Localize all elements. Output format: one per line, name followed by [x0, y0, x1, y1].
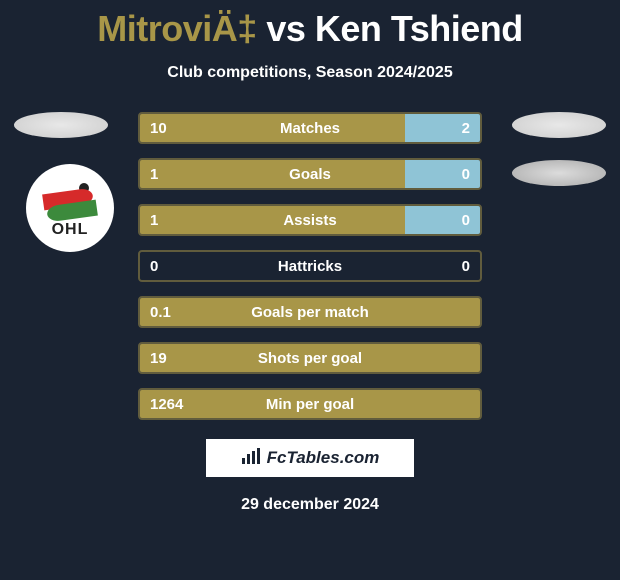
- watermark[interactable]: FcTables.com: [205, 438, 415, 478]
- stat-label: Min per goal: [266, 396, 354, 413]
- stat-row: 1264 Min per goal: [138, 388, 482, 420]
- player2-name: Ken Tshiend: [315, 8, 523, 49]
- stat-label: Shots per goal: [258, 350, 362, 367]
- stat-row: 19 Shots per goal: [138, 342, 482, 374]
- stat-value-right: 0: [462, 212, 470, 229]
- vs-text: vs: [266, 8, 305, 49]
- stat-value-left: 1264: [150, 396, 183, 413]
- stat-label: Goals per match: [251, 304, 369, 321]
- stat-value-left: 10: [150, 120, 167, 137]
- chart-icon: [241, 448, 261, 469]
- player2-oval-placeholder-1: [512, 112, 606, 138]
- stat-bars: 102Matches10Goals10Assists00Hattricks0.1…: [138, 112, 482, 420]
- player1-name: MitroviÄ‡: [97, 8, 257, 49]
- stat-value-right: 0: [462, 258, 470, 275]
- stat-value-right: 0: [462, 166, 470, 183]
- stat-value-right: 2: [462, 120, 470, 137]
- stat-value-left: 0: [150, 258, 158, 275]
- stat-label: Assists: [283, 212, 336, 229]
- stat-row: 10 2 Matches: [138, 112, 482, 144]
- club-logo: OHL: [26, 164, 114, 252]
- stat-value-left: 0.1: [150, 304, 171, 321]
- stat-fill-left: [140, 206, 405, 234]
- club-logo-text: OHL: [52, 221, 89, 239]
- player2-oval-placeholder-2: [512, 160, 606, 186]
- stat-row: 1 0 Assists: [138, 204, 482, 236]
- stat-label: Goals: [289, 166, 331, 183]
- watermark-text: FcTables.com: [267, 448, 380, 468]
- stat-value-left: 19: [150, 350, 167, 367]
- date-text: 29 december 2024: [0, 496, 620, 514]
- stat-fill-left: [140, 160, 405, 188]
- comparison-title: MitroviÄ‡ vs Ken Tshiend: [0, 0, 620, 50]
- stat-row: 0.1 Goals per match: [138, 296, 482, 328]
- stat-label: Matches: [280, 120, 340, 137]
- stat-value-left: 1: [150, 166, 158, 183]
- stat-row: 1 0 Goals: [138, 158, 482, 190]
- stat-value-left: 1: [150, 212, 158, 229]
- stat-row: 0 0 Hattricks: [138, 250, 482, 282]
- stat-fill-left: [140, 114, 405, 142]
- player1-oval-placeholder: [14, 112, 108, 138]
- stat-label: Hattricks: [278, 258, 342, 275]
- comparison-content: OHL 102Matches10Goals10Assists00Hattrick…: [0, 112, 620, 420]
- subtitle: Club competitions, Season 2024/2025: [0, 64, 620, 82]
